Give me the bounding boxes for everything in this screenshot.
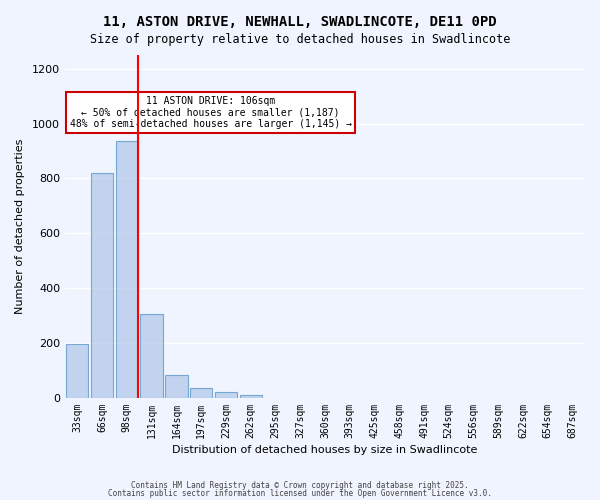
Y-axis label: Number of detached properties: Number of detached properties <box>15 139 25 314</box>
Bar <box>239 395 262 398</box>
Bar <box>91 173 113 398</box>
Bar <box>190 388 212 398</box>
Bar <box>140 314 163 398</box>
Bar <box>215 392 237 398</box>
Text: Contains HM Land Registry data © Crown copyright and database right 2025.: Contains HM Land Registry data © Crown c… <box>131 481 469 490</box>
Text: 11, ASTON DRIVE, NEWHALL, SWADLINCOTE, DE11 0PD: 11, ASTON DRIVE, NEWHALL, SWADLINCOTE, D… <box>103 15 497 29</box>
Bar <box>116 142 138 398</box>
Bar <box>66 344 88 398</box>
Bar <box>165 374 188 398</box>
Text: 11 ASTON DRIVE: 106sqm
← 50% of detached houses are smaller (1,187)
48% of semi-: 11 ASTON DRIVE: 106sqm ← 50% of detached… <box>70 96 352 130</box>
Text: Contains public sector information licensed under the Open Government Licence v3: Contains public sector information licen… <box>108 488 492 498</box>
Text: Size of property relative to detached houses in Swadlincote: Size of property relative to detached ho… <box>90 32 510 46</box>
X-axis label: Distribution of detached houses by size in Swadlincote: Distribution of detached houses by size … <box>172 445 478 455</box>
